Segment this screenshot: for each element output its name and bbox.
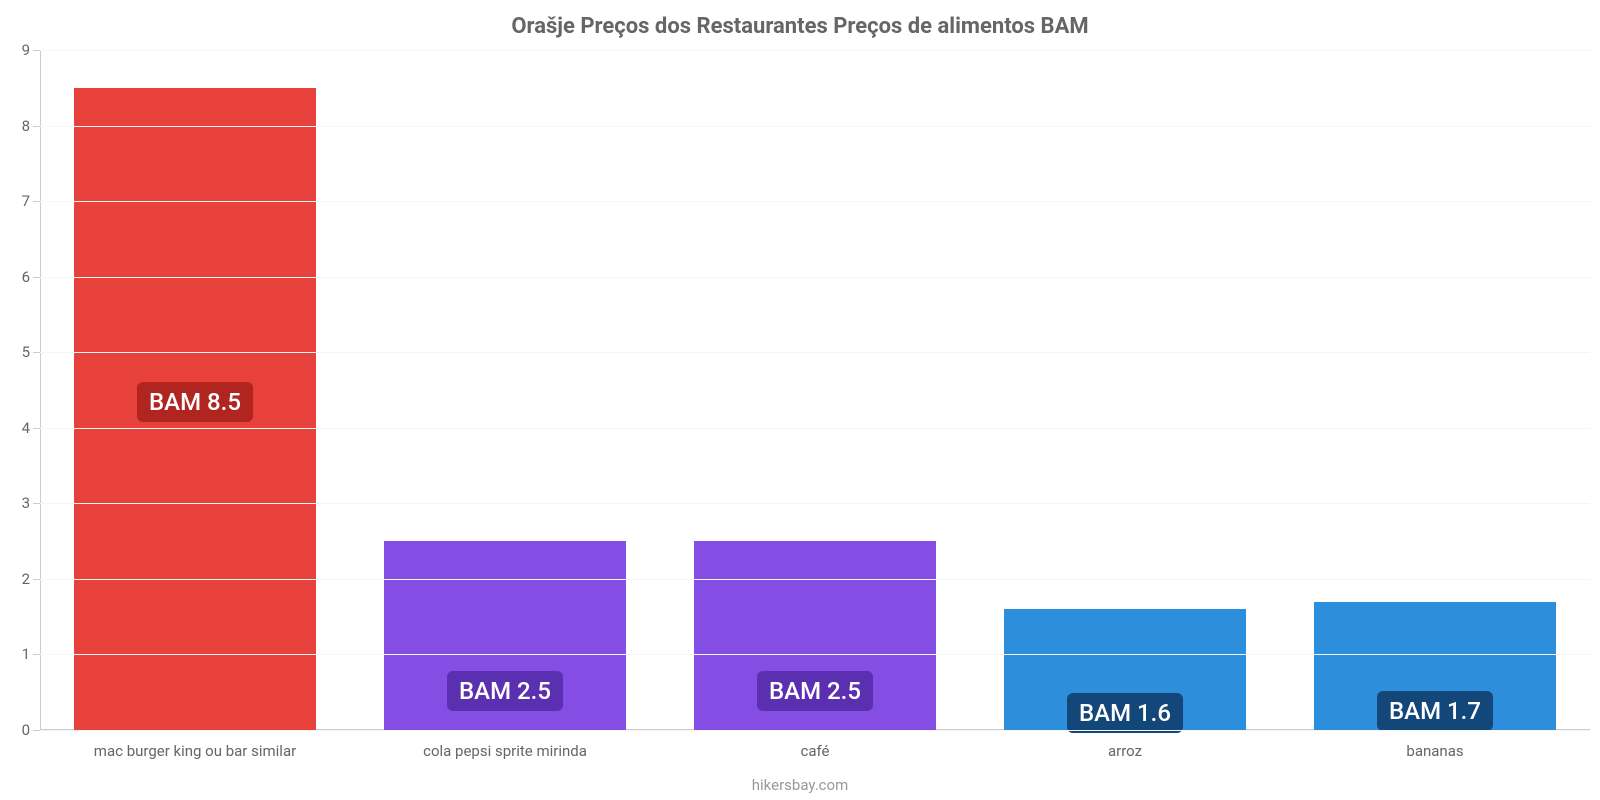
bar-value-label: BAM 2.5 [447, 671, 563, 711]
bar-value-label: BAM 2.5 [757, 671, 873, 711]
grid-line [40, 654, 1590, 655]
bar: BAM 1.7 [1314, 602, 1556, 730]
bar: BAM 1.6 [1004, 609, 1246, 730]
source-caption: hikersbay.com [752, 776, 848, 794]
x-tick-label: cola pepsi sprite mirinda [423, 730, 587, 760]
grid-line [40, 201, 1590, 202]
y-tick-label: 7 [22, 192, 40, 210]
plot-area: BAM 8.5BAM 2.5BAM 2.5BAM 1.6BAM 1.7 0123… [40, 50, 1590, 730]
y-tick-label: 9 [22, 41, 40, 59]
price-bar-chart: Orašje Preços dos Restaurantes Preços de… [0, 0, 1600, 800]
x-tick-label: mac burger king ou bar similar [94, 730, 296, 760]
chart-title: Orašje Preços dos Restaurantes Preços de… [0, 14, 1600, 39]
y-tick-label: 2 [22, 570, 40, 588]
bar-value-label: BAM 1.7 [1377, 691, 1493, 731]
y-tick-label: 0 [22, 721, 40, 739]
bars-container: BAM 8.5 BAM 2.5 BAM 2.5 BAM 1.6 BAM 1.7 [40, 50, 1590, 730]
grid-line [40, 503, 1590, 504]
x-tick-label: café [800, 730, 829, 760]
grid-line [40, 50, 1590, 51]
bar-value-label: BAM 8.5 [137, 382, 253, 422]
bar: BAM 8.5 [74, 88, 316, 730]
grid-line [40, 579, 1590, 580]
x-tick-label: bananas [1406, 730, 1463, 760]
bar-value-label: BAM 1.6 [1067, 693, 1183, 733]
grid-line [40, 428, 1590, 429]
y-tick-label: 1 [22, 645, 40, 663]
y-tick-label: 6 [22, 268, 40, 286]
bar: BAM 2.5 [694, 541, 936, 730]
grid-line [40, 126, 1590, 127]
grid-line [40, 277, 1590, 278]
y-tick-label: 3 [22, 494, 40, 512]
y-tick-label: 5 [22, 343, 40, 361]
y-tick-label: 4 [22, 419, 40, 437]
x-tick-label: arroz [1108, 730, 1142, 760]
y-tick-label: 8 [22, 117, 40, 135]
grid-line [40, 352, 1590, 353]
bar: BAM 2.5 [384, 541, 626, 730]
